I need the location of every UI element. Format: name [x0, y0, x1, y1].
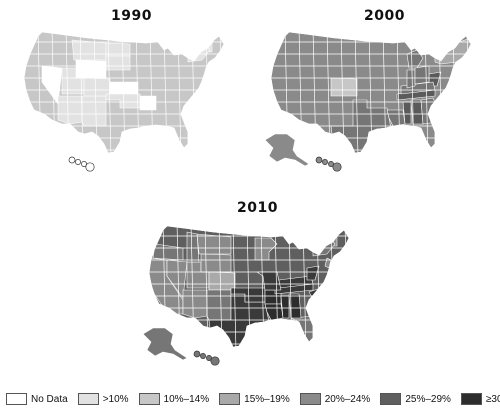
state-colorado	[83, 77, 111, 97]
state-hawaii	[68, 156, 76, 164]
state-montana	[196, 233, 232, 255]
legend-label: ≥30%	[485, 393, 500, 405]
state-kansas	[109, 81, 139, 95]
us-map	[264, 31, 472, 172]
legend-label: No Data	[31, 393, 68, 405]
legend-swatch	[460, 393, 482, 405]
us-outline	[23, 31, 225, 154]
legend-swatch	[380, 393, 402, 405]
state-oklahoma	[105, 93, 141, 109]
states-layer	[24, 32, 224, 153]
state-arizona	[57, 95, 83, 125]
legend-swatch	[138, 393, 160, 405]
legend-label: 20%–24%	[324, 393, 371, 405]
state-hawaii	[75, 159, 81, 165]
state-hawaii	[315, 156, 323, 164]
legend-item: 20%–24%	[299, 393, 371, 405]
legend-label: 15%–19%	[244, 393, 290, 405]
legend-label: 10%–14%	[163, 393, 210, 405]
state-hawaii	[322, 159, 328, 165]
state-alaska	[142, 327, 188, 361]
states-layer	[271, 32, 471, 153]
legend: No Data >10% 10%–14% 15%–19% 20%–24% 25%…	[6, 391, 500, 407]
state-colorado	[208, 271, 236, 291]
us-map	[17, 31, 225, 172]
state-alaska	[264, 133, 310, 167]
us-map	[142, 225, 350, 366]
map-title: 2000	[364, 8, 405, 24]
state-new-mexico	[81, 95, 107, 127]
state-west-virginia	[306, 265, 320, 281]
us-outline	[148, 225, 350, 348]
state-alabama	[288, 293, 302, 319]
state-hawaii	[210, 356, 220, 366]
state-border	[232, 226, 237, 347]
state-ohio	[414, 65, 430, 85]
states-layer	[149, 226, 349, 347]
state-alaska	[17, 133, 63, 167]
legend-item: >10%	[77, 393, 129, 405]
state-new-mexico	[206, 289, 232, 321]
state-indiana	[406, 69, 416, 89]
legend-swatch	[299, 393, 321, 405]
state-hawaii	[193, 350, 201, 358]
legend-swatch	[6, 393, 27, 405]
state-hawaii	[200, 353, 206, 359]
state-hawaii	[85, 162, 95, 172]
legend-item: No Data	[6, 393, 68, 405]
contiguous-us	[271, 32, 471, 153]
state-colorado	[330, 77, 358, 97]
legend-item: ≥30%	[460, 393, 500, 405]
map-title: 1990	[111, 8, 152, 24]
state-idaho	[186, 231, 200, 263]
state-montana	[71, 39, 107, 61]
legend-swatch	[77, 393, 99, 405]
us-outline	[270, 31, 472, 154]
state-border	[107, 32, 112, 153]
legend-label: 25%–29%	[405, 393, 451, 405]
map-title: 2010	[237, 200, 278, 216]
state-arizona	[182, 289, 208, 319]
legend-swatch	[219, 393, 241, 405]
state-south-dakota	[105, 55, 131, 71]
legend-item: 15%–19%	[219, 393, 290, 405]
state-border	[354, 32, 359, 153]
state-arkansas	[139, 95, 157, 111]
legend-label: >10%	[102, 393, 129, 405]
legend-item: 25%–29%	[380, 393, 451, 405]
state-hawaii	[332, 162, 342, 172]
legend-item: 10%–14%	[138, 393, 210, 405]
